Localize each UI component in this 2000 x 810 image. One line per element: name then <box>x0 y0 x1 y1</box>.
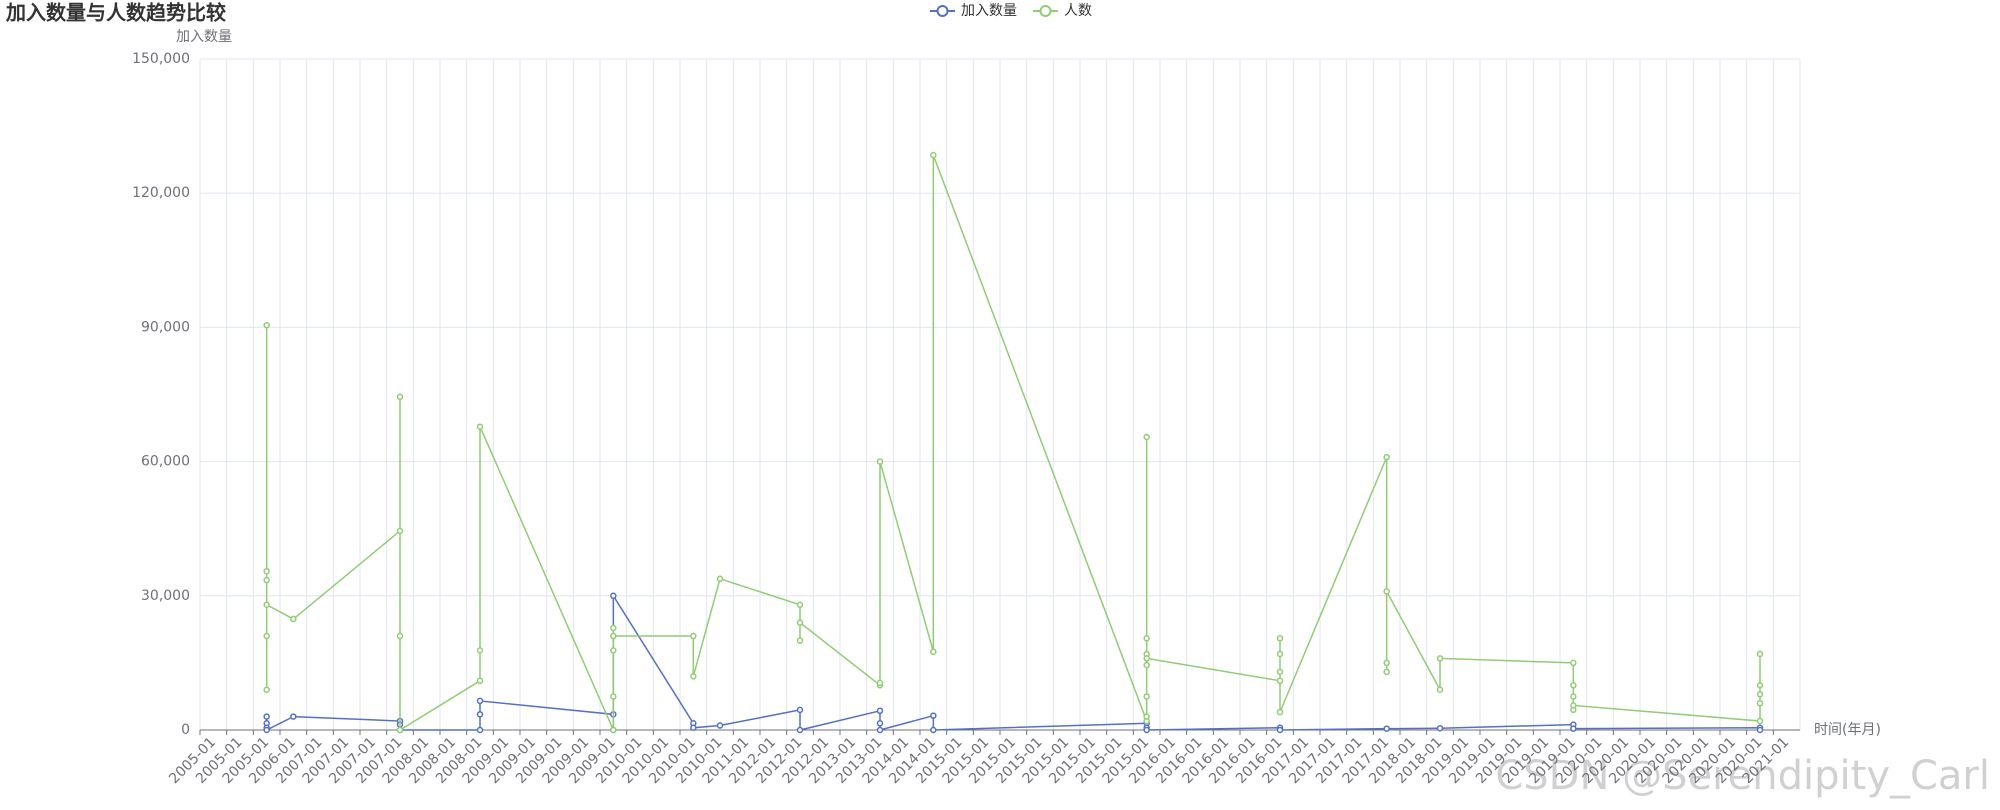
data-point <box>1143 655 1150 662</box>
y-tick-label: 120,000 <box>132 185 190 201</box>
data-point <box>796 706 804 714</box>
y-tick-label: 0 <box>181 722 190 738</box>
data-point <box>876 679 884 687</box>
data-point <box>1143 693 1150 700</box>
data-point <box>396 726 404 734</box>
data-point <box>263 567 270 575</box>
watermark: CSDN @Serendipity_Carl <box>1495 753 1990 799</box>
data-point <box>1143 713 1150 720</box>
data-point <box>476 726 484 734</box>
data-point <box>610 693 617 700</box>
data-point <box>1756 717 1764 725</box>
data-point <box>876 707 884 715</box>
data-point <box>1276 668 1284 676</box>
data-point <box>930 712 937 719</box>
data-point <box>1383 453 1390 461</box>
data-point <box>1436 655 1444 662</box>
data-point <box>1143 726 1150 734</box>
data-point <box>1570 659 1577 667</box>
data-point <box>1276 650 1284 658</box>
series-line <box>265 154 1761 732</box>
legend-marker <box>936 5 949 17</box>
data-point <box>796 726 804 734</box>
data-point <box>690 632 697 640</box>
data-point <box>796 619 804 626</box>
data-point <box>690 724 697 732</box>
data-point <box>1383 725 1390 732</box>
data-point <box>1756 726 1764 734</box>
data-point <box>1436 686 1444 693</box>
data-point <box>263 632 270 640</box>
data-point <box>476 677 484 685</box>
data-point <box>1143 635 1150 642</box>
legend-label: 加入数量 <box>961 3 1017 19</box>
data-point <box>1756 690 1764 698</box>
data-point <box>396 632 404 640</box>
data-point <box>1756 650 1764 658</box>
y-tick-label: 60,000 <box>141 454 190 470</box>
legend-marker <box>1039 5 1052 17</box>
data-point <box>1383 659 1390 667</box>
data-point <box>263 726 270 734</box>
data-point <box>876 458 884 465</box>
data-point <box>263 713 270 720</box>
series-line <box>265 593 1761 732</box>
data-point <box>876 726 884 734</box>
data-point <box>1570 725 1577 732</box>
data-point <box>610 647 617 654</box>
data-point <box>876 720 884 727</box>
data-point <box>796 637 804 644</box>
data-point <box>290 713 297 720</box>
data-point <box>263 576 270 584</box>
y-tick-label: 30,000 <box>141 588 190 604</box>
data-point <box>610 592 617 600</box>
x-axis-label: 时间(年月) <box>1814 722 1881 738</box>
data-point <box>1143 433 1150 441</box>
data-point <box>1276 677 1284 685</box>
data-point <box>930 726 937 734</box>
data-point <box>610 632 617 640</box>
data-point <box>1756 682 1764 689</box>
data-point <box>1436 724 1444 732</box>
y-axis-label: 加入数量 <box>176 29 232 45</box>
data-point <box>263 601 270 608</box>
data-point <box>263 321 270 329</box>
data-point <box>610 624 617 632</box>
data-point <box>396 393 404 400</box>
chart-title: 加入数量与人数趋势比较 <box>5 1 226 25</box>
data-point <box>1570 702 1577 709</box>
data-point <box>1276 708 1284 716</box>
data-point <box>476 423 484 430</box>
y-tick-label: 150,000 <box>132 51 190 67</box>
data-point <box>716 575 724 583</box>
data-point <box>396 527 404 535</box>
data-point <box>1143 661 1150 669</box>
data-point <box>1756 699 1764 707</box>
data-point <box>930 648 937 655</box>
data-point <box>796 601 804 608</box>
data-point <box>1276 726 1284 734</box>
data-point <box>1276 635 1284 642</box>
data-point <box>1383 668 1390 676</box>
data-point <box>263 686 270 693</box>
data-point <box>1570 693 1577 700</box>
y-tick-label: 90,000 <box>141 319 190 335</box>
data-point <box>690 673 697 680</box>
data-point <box>1383 588 1390 595</box>
data-point <box>610 726 617 734</box>
data-point <box>476 647 484 654</box>
data-point <box>930 151 937 159</box>
data-point <box>716 722 724 729</box>
data-point <box>1570 682 1577 689</box>
legend-label: 人数 <box>1064 3 1092 19</box>
data-point <box>476 711 484 718</box>
data-point <box>290 615 297 623</box>
data-point <box>476 697 484 705</box>
